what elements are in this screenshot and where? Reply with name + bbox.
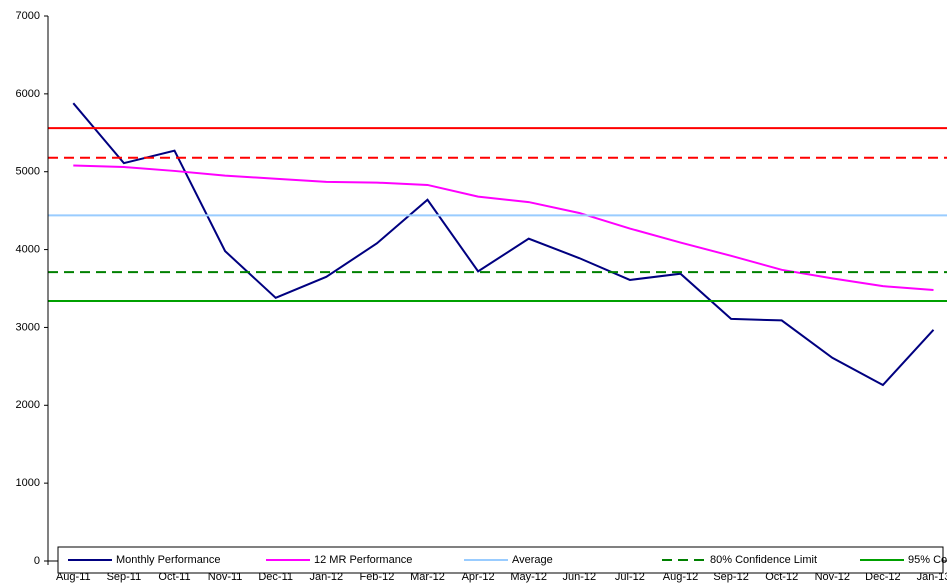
x-tick-label: Jan-13 (917, 571, 947, 583)
y-tick-label: 1000 (16, 477, 40, 489)
x-tick-label: May-12 (510, 571, 547, 583)
x-tick-label: Apr-12 (462, 571, 495, 583)
legend-label: 95% Confidence Limit (908, 554, 947, 566)
y-tick-label: 3000 (16, 321, 40, 333)
y-tick-label: 5000 (16, 166, 40, 178)
y-tick-label: 0 (34, 555, 40, 567)
x-tick-label: Feb-12 (359, 571, 394, 583)
y-tick-label: 2000 (16, 399, 40, 411)
x-tick-label: Aug-11 (56, 571, 91, 583)
legend-label: Monthly Performance (116, 554, 221, 566)
legend-label: Average (512, 554, 553, 566)
x-tick-label: Jul-12 (615, 571, 645, 583)
x-tick-label: Dec-11 (258, 571, 293, 583)
x-tick-label: Oct-11 (158, 571, 190, 583)
legend-label: 12 MR Performance (314, 554, 412, 566)
x-tick-label: Oct-12 (765, 571, 798, 583)
x-tick-label: Nov-12 (815, 571, 850, 583)
legend-label: 80% Confidence Limit (710, 554, 817, 566)
x-tick-label: Aug-12 (663, 571, 698, 583)
x-tick-label: Sep-11 (107, 571, 142, 583)
x-tick-label: Sep-12 (713, 571, 748, 583)
x-tick-label: Jan-12 (309, 571, 343, 583)
x-tick-label: Dec-12 (865, 571, 900, 583)
x-tick-label: Mar-12 (410, 571, 445, 583)
x-tick-label: Jun-12 (562, 571, 596, 583)
series-line (72, 102, 935, 387)
y-tick-label: 4000 (16, 243, 40, 255)
y-tick-label: 7000 (16, 10, 40, 22)
y-tick-label: 6000 (16, 88, 40, 100)
x-tick-label: Nov-11 (208, 571, 243, 583)
